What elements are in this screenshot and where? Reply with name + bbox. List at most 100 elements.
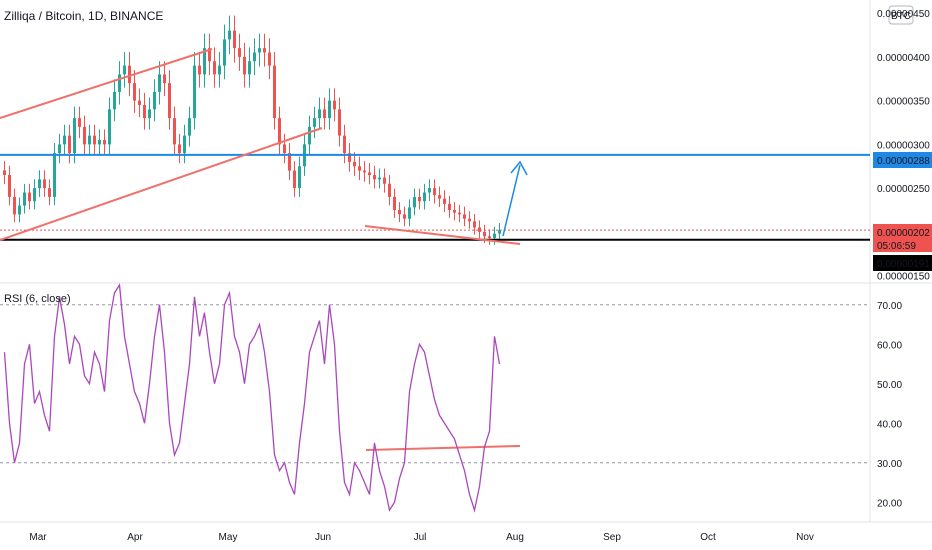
candle[interactable] [123,51,126,88]
candle[interactable] [103,129,106,155]
candle[interactable] [458,204,461,223]
candle[interactable] [23,183,26,214]
candle[interactable] [283,133,286,164]
candle[interactable] [243,42,246,88]
candle[interactable] [138,88,141,118]
candle[interactable] [478,220,481,239]
candle[interactable] [463,206,466,227]
candle[interactable] [233,15,236,63]
currency-badge[interactable]: BTC [888,5,914,25]
candle[interactable] [78,106,81,139]
candle[interactable] [448,195,451,218]
candle[interactable] [443,190,446,212]
rsi-horizontal-trendline[interactable] [365,445,521,451]
candle[interactable] [433,179,436,204]
candle[interactable] [358,156,361,181]
candle[interactable] [163,61,166,97]
channel-lower-trendline[interactable] [0,127,323,241]
candle[interactable] [208,33,211,76]
rsi-indicator-label[interactable]: RSI (6, close) [4,293,71,305]
candle[interactable] [48,179,51,206]
candle[interactable] [108,97,111,155]
candlestick-series[interactable] [3,15,501,245]
candle[interactable] [73,106,76,164]
price-pane[interactable] [0,0,870,280]
candle[interactable] [418,188,421,210]
rsi-series[interactable] [3,283,501,513]
candle[interactable] [3,160,6,185]
price-axis[interactable]: 0.00000450 0.00000400 0.00000350 0.00000300… [877,9,930,283]
candle[interactable] [278,106,281,155]
candle[interactable] [298,156,301,197]
candle[interactable] [363,161,366,182]
candle[interactable] [408,199,411,227]
candle[interactable] [258,33,261,67]
candle[interactable] [173,106,176,155]
candle[interactable] [403,206,406,227]
candle[interactable] [228,15,231,55]
candle[interactable] [393,188,396,218]
rsi-axis[interactable]: 70.00 60.00 50.00 40.00 30.00 20.00 [877,301,902,510]
candle[interactable] [93,124,96,155]
candle[interactable] [473,213,476,235]
candle[interactable] [118,61,121,105]
candle[interactable] [498,223,501,241]
candle[interactable] [18,197,21,223]
candle[interactable] [133,70,136,113]
candle[interactable] [8,165,11,206]
candle[interactable] [238,33,241,71]
candle[interactable] [158,61,161,105]
rsi-line[interactable] [3,283,501,513]
candle[interactable] [313,106,316,139]
candle[interactable] [333,88,336,122]
arrow-shaft[interactable] [502,164,521,237]
candle[interactable] [248,47,251,88]
candle[interactable] [413,188,416,216]
candle[interactable] [383,168,386,193]
candle[interactable] [338,97,341,147]
candle[interactable] [188,106,191,147]
candle[interactable] [178,133,181,164]
falling-support-trendline[interactable] [364,225,521,245]
candle[interactable] [368,162,371,185]
candle[interactable] [348,142,351,172]
candle[interactable] [98,129,101,155]
candle[interactable] [468,211,471,229]
candle[interactable] [398,202,401,223]
channel-upper-trendline[interactable] [0,48,213,119]
candle[interactable] [43,170,46,197]
candle[interactable] [378,168,381,189]
candle[interactable] [318,97,321,130]
candle[interactable] [143,92,146,130]
candle[interactable] [328,88,331,130]
candle[interactable] [148,97,151,130]
candle[interactable] [83,115,86,155]
candle[interactable] [68,124,71,164]
candle[interactable] [223,24,226,80]
trendlines[interactable] [0,48,521,451]
candle[interactable] [183,124,186,164]
candle[interactable] [218,51,221,88]
candle[interactable] [53,142,56,206]
candle[interactable] [28,183,31,210]
candle[interactable] [268,38,271,80]
candle[interactable] [288,142,291,181]
candle[interactable] [128,51,131,97]
candle[interactable] [353,152,356,176]
candle[interactable] [113,79,116,122]
candle[interactable] [153,79,156,122]
candle[interactable] [38,170,41,197]
candle[interactable] [13,188,16,223]
candle[interactable] [308,115,311,155]
candle[interactable] [323,97,326,130]
candle[interactable] [293,161,296,197]
candle[interactable] [273,51,276,130]
time-axis[interactable]: Mar Apr May Jun Jul Aug Sep Oct Nov [29,532,814,543]
candle[interactable] [213,47,216,88]
candle[interactable] [343,124,346,164]
candle[interactable] [63,124,66,155]
candle[interactable] [193,51,196,130]
candle[interactable] [203,33,206,88]
candle[interactable] [488,229,491,245]
